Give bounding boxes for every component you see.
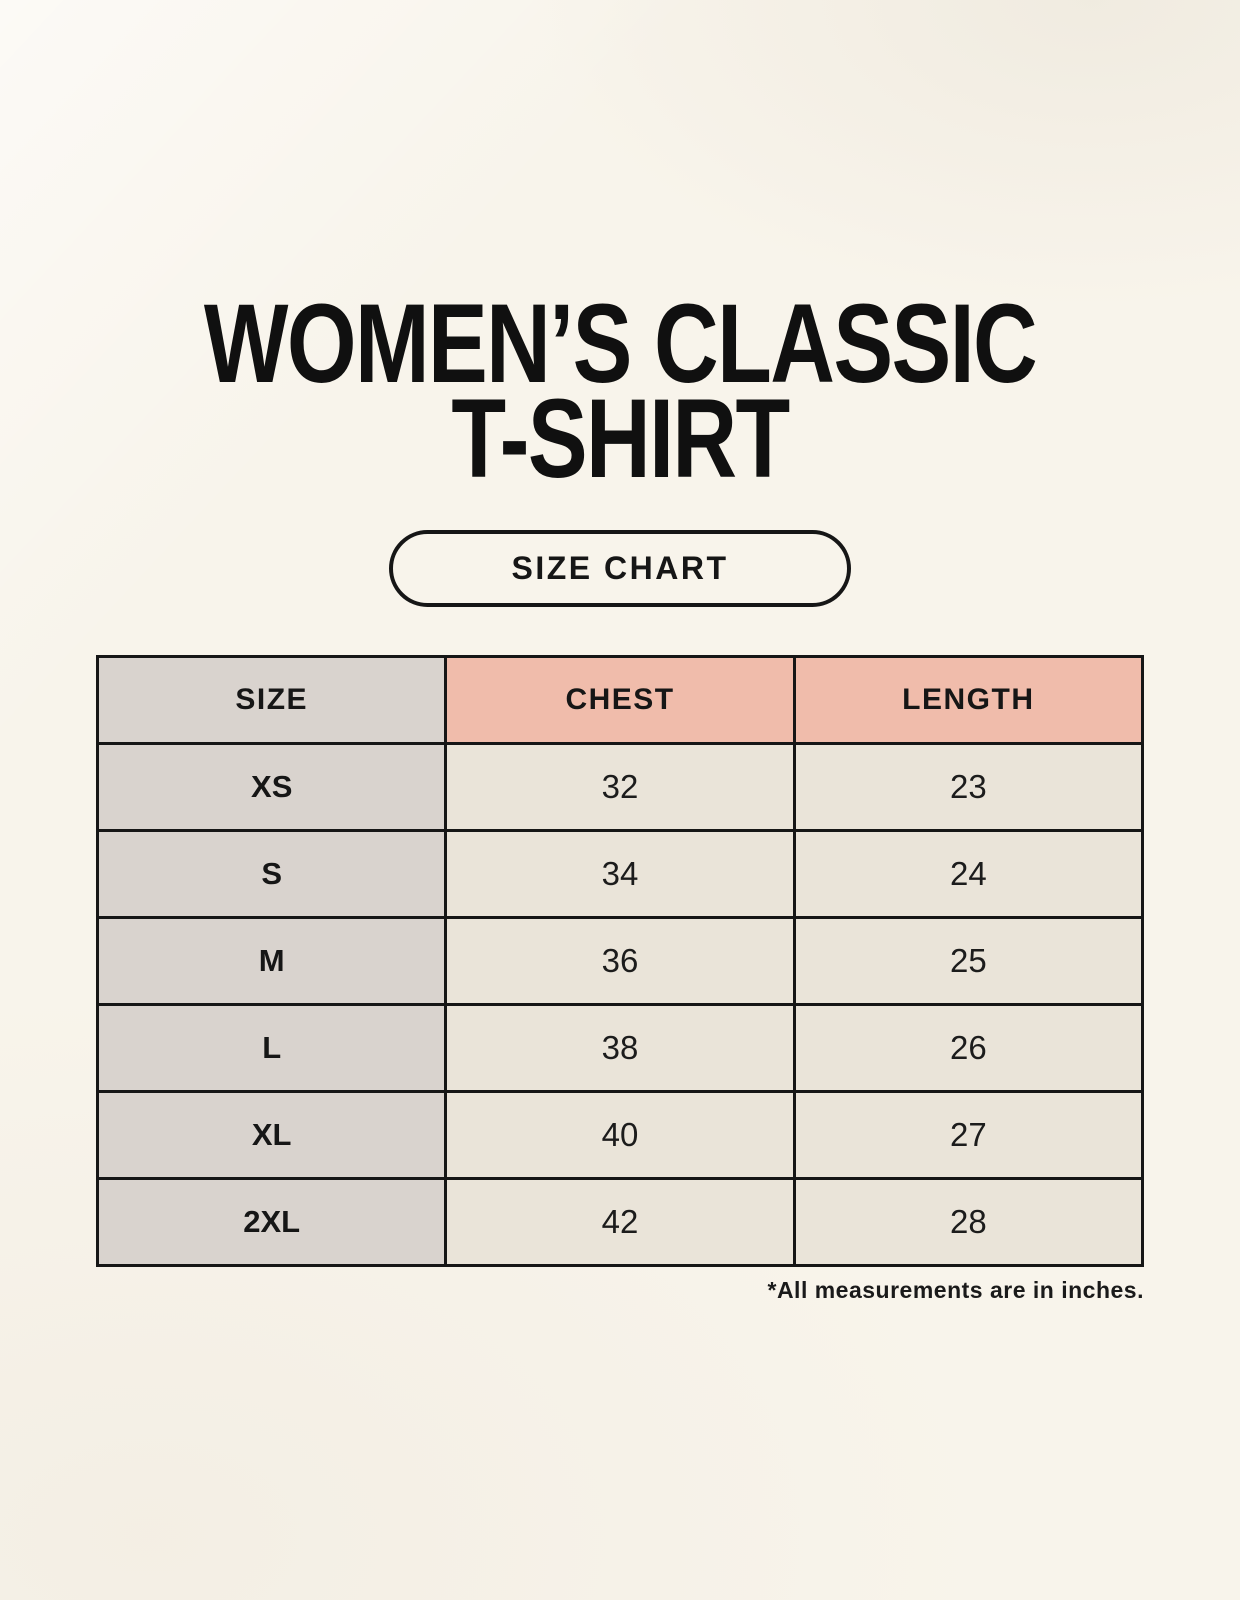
size-chart-button-label: SIZE CHART: [511, 550, 729, 587]
length-cell: 23: [792, 742, 1145, 833]
length-cell: 25: [792, 916, 1145, 1007]
page-title: WOMEN’S CLASSIC T-SHIRT: [124, 0, 1116, 502]
table-row: S 34 24: [95, 829, 1145, 920]
chest-cell: 36: [444, 916, 796, 1007]
page-title-line-2: T-SHIRT: [451, 376, 790, 502]
chest-cell: 32: [444, 742, 796, 833]
chest-cell: 34: [444, 829, 796, 920]
chest-cell: 38: [444, 1003, 796, 1094]
size-cell: S: [95, 829, 448, 920]
length-cell: 26: [792, 1003, 1145, 1094]
table-header-row: SIZE CHEST LENGTH: [95, 655, 1145, 746]
size-cell: XL: [95, 1090, 448, 1181]
length-cell: 27: [792, 1090, 1145, 1181]
size-cell: 2XL: [95, 1177, 448, 1268]
header-cell-size: SIZE: [95, 655, 448, 746]
table-row: XS 32 23: [95, 742, 1145, 833]
header-cell-chest: CHEST: [444, 655, 796, 746]
table-row: 2XL 42 28: [95, 1177, 1145, 1268]
length-cell: 28: [792, 1177, 1145, 1268]
table-row: XL 40 27: [95, 1090, 1145, 1181]
size-cell: XS: [95, 742, 448, 833]
page-title-line-1: WOMEN’S CLASSIC: [203, 281, 1038, 406]
size-cell: M: [95, 916, 448, 1007]
header-cell-length: LENGTH: [792, 655, 1145, 746]
size-table: SIZE CHEST LENGTH XS 32 23 S 34 24 M 36 …: [95, 655, 1145, 1268]
table-row: L 38 26: [95, 1003, 1145, 1094]
table-row: M 36 25: [95, 916, 1145, 1007]
size-cell: L: [95, 1003, 448, 1094]
measurements-footnote: *All measurements are in inches.: [767, 1277, 1144, 1304]
size-chart-button[interactable]: SIZE CHART: [389, 530, 851, 608]
length-cell: 24: [792, 829, 1145, 920]
chest-cell: 42: [444, 1177, 796, 1268]
chest-cell: 40: [444, 1090, 796, 1181]
